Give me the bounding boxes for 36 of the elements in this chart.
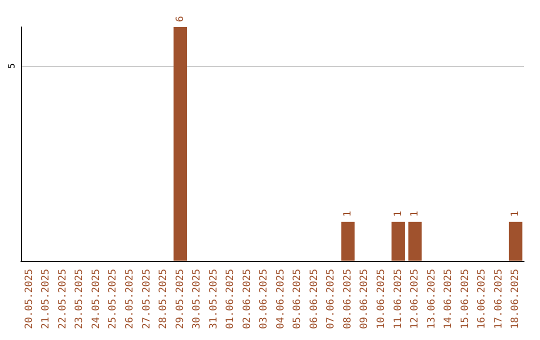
data-label: 6 bbox=[174, 16, 186, 22]
x-tick-label: 05.06.2025 bbox=[292, 268, 304, 330]
x-tick-label: 11.06.2025 bbox=[392, 268, 404, 330]
x-tick-label: 03.06.2025 bbox=[258, 268, 270, 330]
x-tick-label: 30.05.2025 bbox=[192, 268, 203, 330]
x-tick-label: 02.06.2025 bbox=[242, 268, 253, 330]
x-tick-label: 22.05.2025 bbox=[57, 268, 68, 330]
x-tick-label: 28.05.2025 bbox=[158, 268, 170, 330]
x-tick-label: 16.06.2025 bbox=[476, 268, 488, 330]
x-tick-label: 14.06.2025 bbox=[443, 268, 454, 330]
x-tick-label: 21.05.2025 bbox=[40, 268, 52, 330]
x-tick-label: 27.05.2025 bbox=[141, 268, 152, 330]
x-tick-label: 04.06.2025 bbox=[275, 268, 286, 330]
x-tick-label: 25.05.2025 bbox=[108, 268, 119, 330]
x-tick-label: 12.06.2025 bbox=[410, 268, 421, 330]
y-tick-label: 5 bbox=[8, 63, 18, 69]
x-tick-label: 15.06.2025 bbox=[460, 268, 471, 330]
data-label: 1 bbox=[392, 210, 404, 217]
x-tick-label: 09.06.2025 bbox=[359, 268, 370, 330]
x-tick-label: 23.05.2025 bbox=[74, 268, 86, 330]
x-tick-label: 01.06.2025 bbox=[225, 268, 236, 330]
x-tick-label: 18.06.2025 bbox=[510, 268, 522, 330]
data-label: 1 bbox=[510, 210, 522, 217]
x-tick-label: 24.05.2025 bbox=[90, 268, 102, 330]
x-tick-label: 17.06.2025 bbox=[493, 268, 504, 330]
x-tick-label: 10.06.2025 bbox=[376, 268, 387, 330]
x-tick-label: 29.05.2025 bbox=[174, 268, 186, 330]
x-tick-label: 08.06.2025 bbox=[342, 268, 354, 330]
x-tick-label: 26.05.2025 bbox=[124, 268, 136, 330]
x-tick-label: 20.05.2025 bbox=[24, 268, 35, 330]
x-tick-label: 06.06.2025 bbox=[308, 268, 320, 330]
data-label: 1 bbox=[410, 210, 421, 217]
x-tick-label: 31.05.2025 bbox=[208, 268, 220, 330]
x-tick-label: 07.06.2025 bbox=[326, 268, 337, 330]
x-tick-label: 13.06.2025 bbox=[426, 268, 438, 330]
data-label: 1 bbox=[342, 210, 354, 217]
